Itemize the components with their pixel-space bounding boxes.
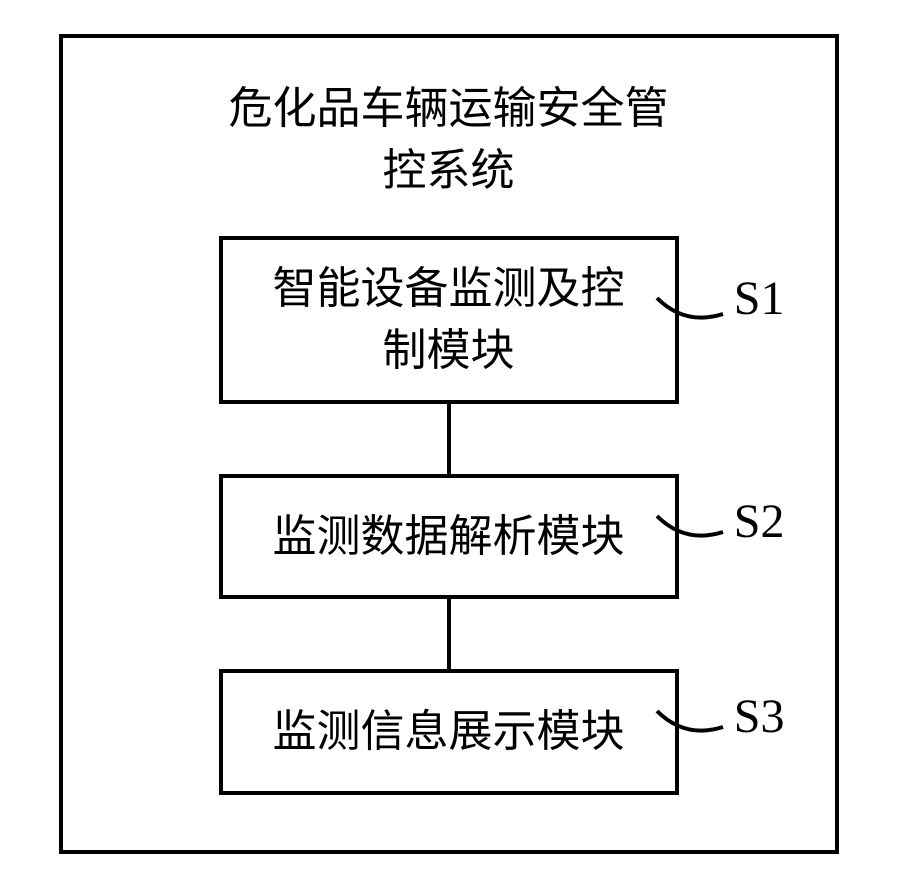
module-s2-text: 监测数据解析模块 [273,512,625,561]
callout-swoosh-icon [655,296,725,346]
callout-swoosh-icon [655,514,725,564]
module-s3-text: 监测信息展示模块 [273,707,625,756]
callout-swoosh-icon [655,709,725,759]
module-box-s2: 监测数据解析模块 [219,474,679,600]
diagram-container: 危化品车辆运输安全管 控系统 智能设备监测及控 制模块 S1 监测数据解析模块 … [59,34,839,854]
module-s1-text-line-2: 制模块 [383,326,515,375]
module-row-s3: 监测信息展示模块 S3 [118,669,780,795]
connector-s1-s2 [447,404,451,474]
module-box-s3: 监测信息展示模块 [219,669,679,795]
title-line-1: 危化品车辆运输安全管 [229,84,669,133]
title-line-2: 控系统 [383,146,515,195]
module-label-s2: S2 [734,494,785,549]
connector-s2-s3 [447,599,451,669]
diagram-title: 危化品车辆运输安全管 控系统 [118,78,780,201]
module-row-s1: 智能设备监测及控 制模块 S1 [118,236,780,403]
module-row-s2: 监测数据解析模块 S2 [118,474,780,600]
module-s1-text-line-1: 智能设备监测及控 [273,264,625,313]
module-label-s1: S1 [734,271,785,326]
module-label-s3: S3 [734,689,785,744]
modules-list: 智能设备监测及控 制模块 S1 监测数据解析模块 S2 监测信息展示模块 [118,236,780,794]
module-box-s1: 智能设备监测及控 制模块 [219,236,679,403]
